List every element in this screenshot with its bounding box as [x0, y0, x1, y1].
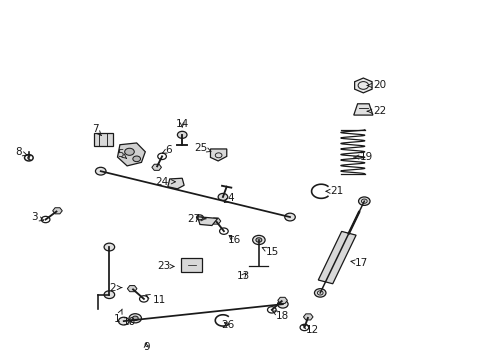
Text: 19: 19	[353, 152, 372, 162]
Circle shape	[255, 238, 262, 242]
Polygon shape	[210, 149, 226, 161]
Text: 1: 1	[114, 309, 122, 324]
Polygon shape	[197, 217, 217, 225]
Text: 5: 5	[117, 149, 126, 158]
Text: 16: 16	[227, 235, 241, 245]
Text: 24: 24	[155, 177, 175, 187]
Circle shape	[177, 131, 186, 138]
Text: 27: 27	[187, 214, 205, 224]
Text: 8: 8	[15, 148, 27, 157]
Circle shape	[133, 156, 140, 162]
Circle shape	[118, 317, 129, 325]
Circle shape	[104, 291, 114, 298]
Circle shape	[277, 300, 287, 308]
Bar	[93, 133, 112, 145]
Text: 25: 25	[193, 143, 210, 153]
Polygon shape	[277, 297, 287, 303]
Text: 7: 7	[92, 124, 101, 135]
Text: 20: 20	[366, 80, 385, 90]
Polygon shape	[127, 285, 137, 292]
Polygon shape	[152, 164, 161, 170]
Polygon shape	[303, 314, 312, 320]
Circle shape	[252, 235, 264, 244]
Text: 21: 21	[325, 186, 343, 196]
Text: 2: 2	[109, 283, 122, 293]
Polygon shape	[353, 104, 372, 115]
Circle shape	[358, 197, 369, 206]
Text: 12: 12	[302, 325, 319, 335]
Text: 17: 17	[350, 258, 367, 268]
Circle shape	[104, 243, 114, 251]
Text: 10: 10	[122, 317, 136, 327]
Text: 9: 9	[142, 342, 149, 351]
Text: 4: 4	[224, 193, 234, 203]
Bar	[181, 258, 202, 273]
Polygon shape	[354, 78, 371, 93]
Text: 26: 26	[221, 320, 234, 330]
Circle shape	[314, 289, 325, 297]
Text: 11: 11	[145, 294, 165, 305]
Circle shape	[124, 148, 134, 155]
Circle shape	[129, 314, 141, 323]
Polygon shape	[167, 178, 184, 189]
Text: 14: 14	[175, 118, 188, 129]
Text: 13: 13	[236, 271, 250, 281]
Text: 22: 22	[366, 106, 386, 116]
Polygon shape	[318, 231, 355, 284]
Polygon shape	[117, 143, 145, 166]
Polygon shape	[53, 208, 62, 214]
Circle shape	[218, 193, 227, 201]
Circle shape	[132, 316, 138, 320]
Text: 18: 18	[272, 311, 288, 321]
Text: 3: 3	[31, 212, 43, 222]
Text: 15: 15	[262, 247, 279, 257]
Text: 23: 23	[157, 261, 174, 271]
Text: 6: 6	[162, 145, 172, 155]
Circle shape	[95, 167, 106, 175]
Circle shape	[284, 213, 295, 221]
Polygon shape	[211, 218, 220, 224]
